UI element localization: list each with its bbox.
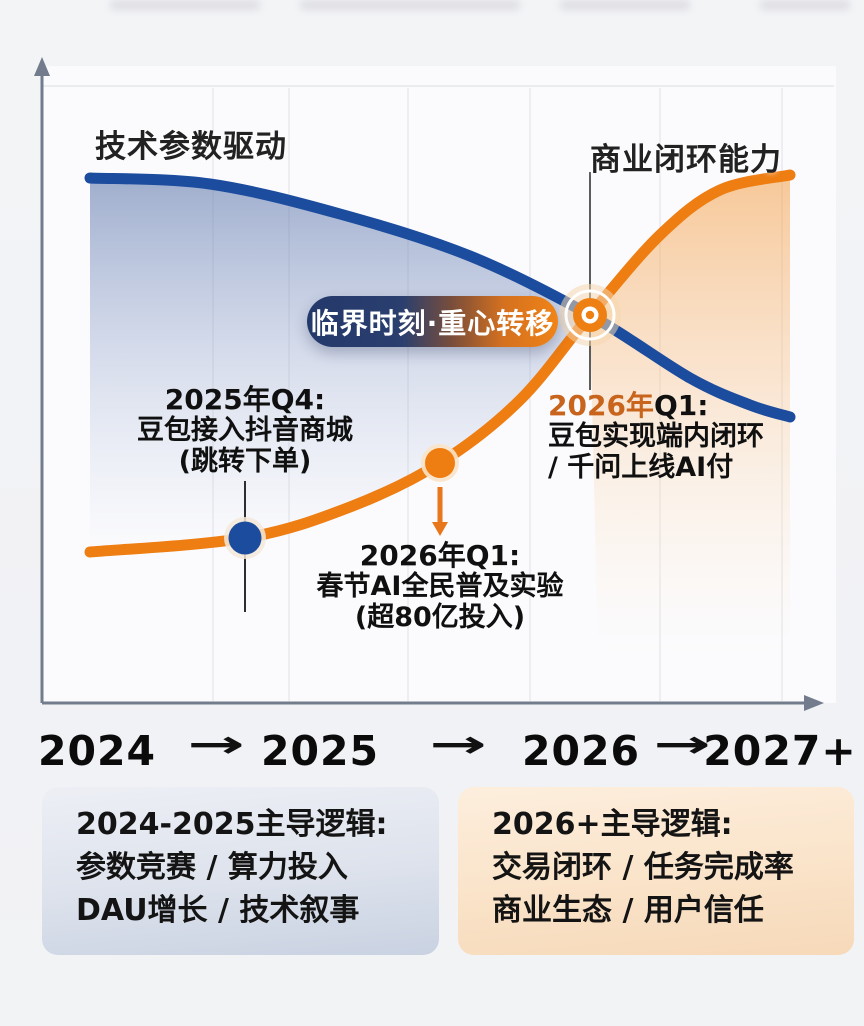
event-2025q4-line2: (跳转下单) (178, 446, 312, 477)
event-2026q1-spring: 2026年Q1: 春节AI全民普及实验 (超80亿投入) (300, 540, 580, 633)
event-2026q1-spring-line2: (超80亿投入) (354, 602, 526, 633)
x-axis-arrow-icon: → (429, 722, 487, 766)
x-axis-arrowhead-icon (804, 695, 824, 711)
legend-future-line1: 交易闭环 / 任务完成率 (492, 850, 794, 885)
crop-smudge (110, 0, 260, 10)
x-axis-arrow-icon: → (653, 722, 711, 766)
x-axis-label-2026: 2026 (521, 727, 641, 775)
curve-label-commercial: 商业闭环能力 (590, 142, 782, 178)
legend-past-line1: 参数竞赛 / 算力投入 (76, 850, 348, 885)
event-2026q1-loop-line1: 豆包实现端内闭环 (548, 421, 764, 452)
event-2025q4-line1: 豆包接入抖音商城 (137, 415, 353, 446)
event-2025q4: 2025年Q4: 豆包接入抖音商城 (跳转下单) (110, 384, 380, 477)
crop-smudge (560, 0, 690, 10)
event-2026q1-loop: 2026年Q1: 豆包实现端内闭环 / 千问上线AI付 (548, 390, 798, 483)
legend-past-line2: DAU增长 / 技术叙事 (76, 893, 360, 928)
crop-smudge (300, 0, 520, 10)
event-2025q4-heading: 2025年Q4: (164, 383, 326, 416)
crossover-marker-center (585, 310, 595, 320)
event-2026q1-loop-year: 2026年 (548, 389, 654, 422)
event-2026q1-spring-dot (425, 448, 455, 478)
event-2026q1-spring-heading: 2026年Q1: (359, 539, 521, 572)
x-axis-label-2027plus: 2027+ (703, 727, 857, 775)
legend-future-title: 2026+主导逻辑: (492, 807, 733, 842)
crop-smudge (760, 0, 850, 10)
legend-box-future: 2026+主导逻辑: 交易闭环 / 任务完成率 商业生态 / 用户信任 (458, 787, 854, 955)
blue-area-fill (90, 178, 590, 552)
event-2026q1-spring-arrowhead-icon (432, 522, 448, 536)
event-2026q1-spring-line1: 春节AI全民普及实验 (316, 571, 564, 602)
x-axis-label-2024: 2024 (37, 727, 157, 775)
event-2026q1-loop-heading: 2026年Q1: (548, 390, 798, 421)
critical-moment-badge: 临界时刻·重心转移 (307, 296, 558, 347)
legend-box-past: 2024-2025主导逻辑: 参数竞赛 / 算力投入 DAU增长 / 技术叙事 (42, 787, 439, 955)
crossover-marker-ring (564, 289, 616, 341)
legend-future-line2: 商业生态 / 用户信任 (492, 893, 764, 928)
legend-past-title: 2024-2025主导逻辑: (76, 807, 388, 842)
event-2026q1-loop-quarter: Q1: (653, 389, 709, 422)
event-2025q4-dot (228, 521, 262, 555)
x-axis-arrow-icon: → (187, 722, 245, 766)
y-axis-arrowhead-icon (34, 57, 50, 76)
x-axis-label-2025: 2025 (260, 727, 380, 775)
curve-label-technical: 技术参数驱动 (95, 129, 287, 165)
event-2026q1-loop-line2: / 千问上线AI付 (548, 452, 734, 483)
orange-area-fill (590, 175, 790, 655)
technical-curve (84, 172, 796, 423)
